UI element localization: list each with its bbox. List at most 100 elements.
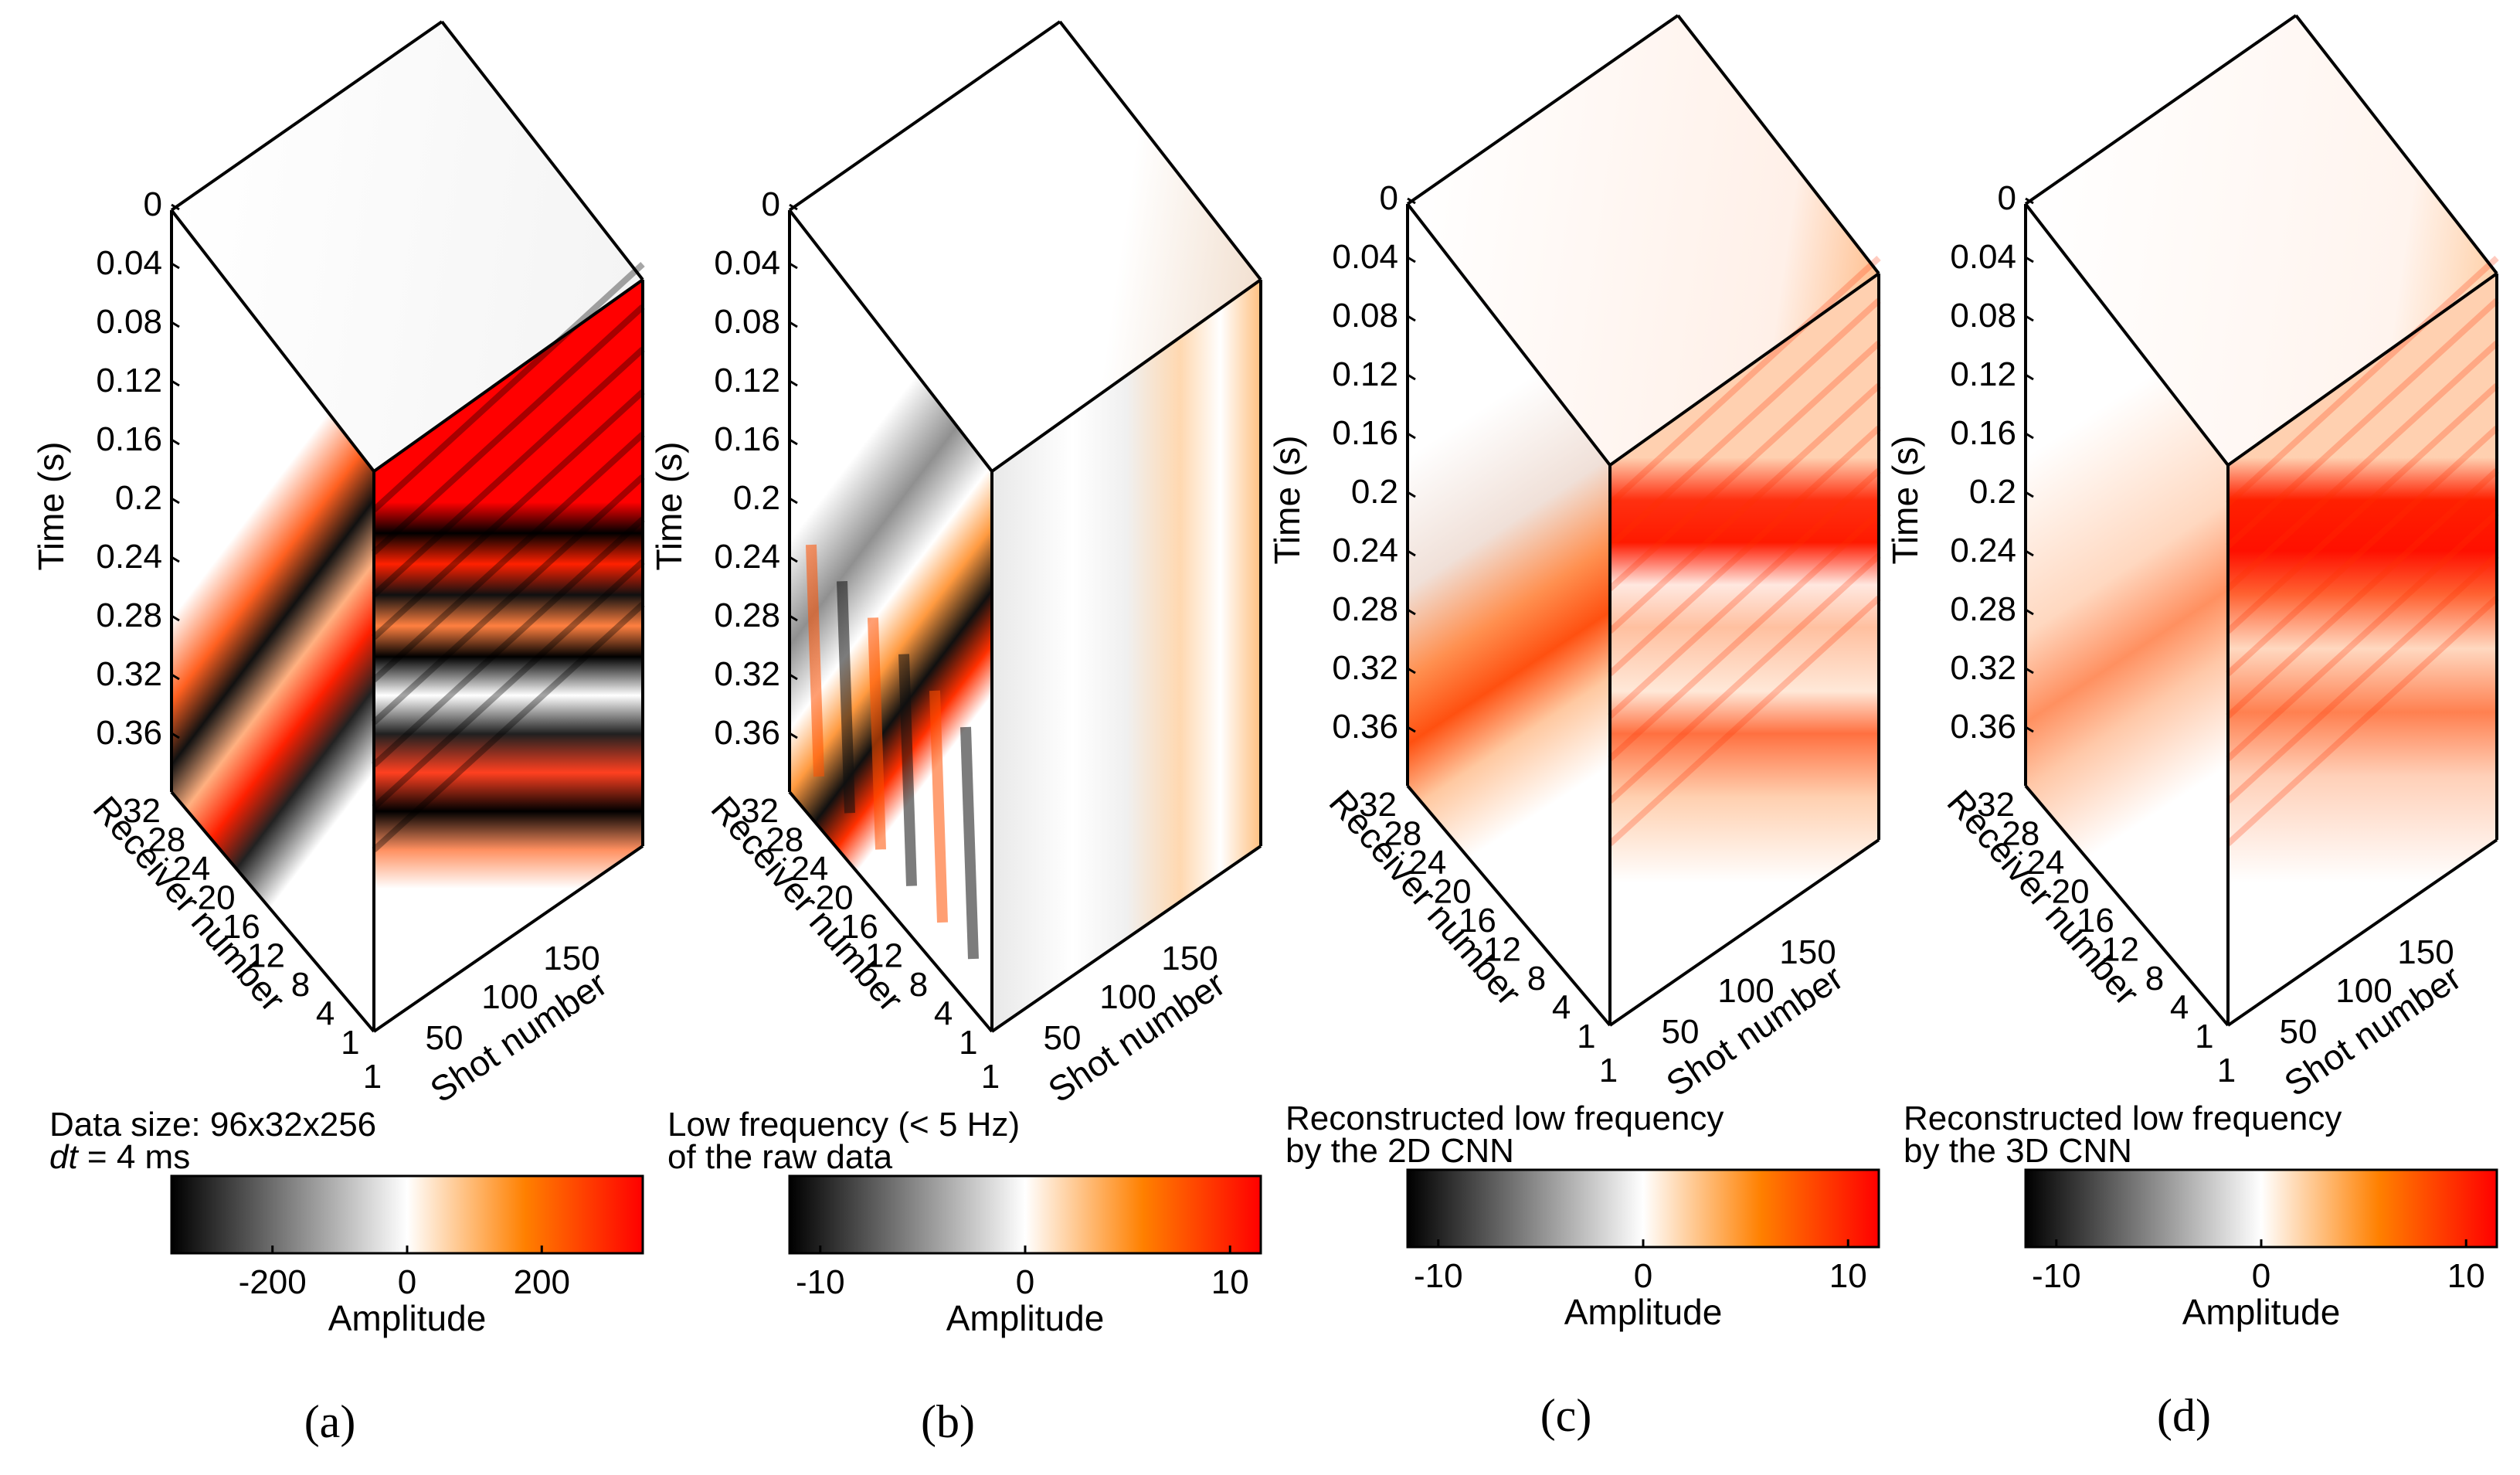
receiver-tick-label: 1 <box>959 1024 977 1062</box>
event-stripe <box>1608 383 1881 634</box>
receiver-tick-label: 28 <box>148 821 185 859</box>
time-tick-mark <box>171 438 180 446</box>
time-tick-mark <box>2025 491 2034 498</box>
shot-tick-label: 100 <box>2335 972 2392 1010</box>
time-tick-mark <box>171 673 180 681</box>
cube-left-face <box>172 210 374 1031</box>
cube-edge <box>440 20 644 281</box>
time-tick-mark <box>171 497 180 505</box>
panel-c: 0 0.04 0.08 0.12 0.16 0.2 0.24 0.28 0.32 0.36 Time… <box>1267 14 1881 1441</box>
time-tick-mark <box>1407 667 1416 675</box>
time-tick-label: 0.28 <box>1332 590 1398 628</box>
event-stripe <box>1608 298 1881 549</box>
shot-tick-label: 1 <box>2217 1052 2236 1089</box>
time-axis-label: Time (s) <box>31 442 71 571</box>
time-tick-label: 0.04 <box>1950 238 2016 276</box>
receiver-tick-label: 20 <box>1434 873 1472 911</box>
cube-edge <box>990 278 1262 473</box>
cube-left-face <box>1408 204 1610 1025</box>
time-tick-label: 0.24 <box>1332 532 1398 569</box>
event-stripe <box>2226 596 2499 846</box>
receiver-tick-label: 28 <box>2002 815 2039 853</box>
panel-b: 0 0.04 0.08 0.12 0.16 0.2 0.24 0.28 0.32 0.36 Time… <box>649 20 1262 1447</box>
time-tick-label: 0.16 <box>714 420 780 458</box>
colorbar-label: Amplitude <box>328 1298 487 1338</box>
time-tick-label: 0.36 <box>96 714 162 752</box>
receiver-tick-label: 16 <box>2077 902 2114 940</box>
shot-tick-label: 150 <box>2397 933 2454 971</box>
time-tick-mark <box>2025 667 2034 675</box>
receiver-tick-label: 24 <box>2026 844 2064 882</box>
time-tick-mark <box>171 203 180 211</box>
time-tick-label: 0.08 <box>96 303 162 341</box>
colorbar-tick-label: 10 <box>1211 1263 1249 1301</box>
time-tick-label: 0.08 <box>714 303 780 341</box>
time-tick-mark <box>2025 432 2034 440</box>
time-tick-label: 0 <box>144 185 162 223</box>
time-tick-label: 0.28 <box>1950 590 2016 628</box>
time-tick-label: 0.28 <box>714 596 780 634</box>
time-tick-label: 0.32 <box>714 655 780 693</box>
time-tick-mark <box>2025 197 2034 205</box>
time-tick-label: 0.2 <box>733 479 780 517</box>
cube-edge <box>1608 838 1880 1027</box>
event-stripe <box>2226 341 2499 591</box>
panel-subtitle: Low frequency (< 5 Hz) <box>667 1106 1020 1144</box>
time-tick-label: 0.2 <box>115 479 162 517</box>
event-stripe <box>372 432 645 682</box>
subtitle-rest: = 4 ms <box>78 1138 191 1176</box>
receiver-tick-label: 1 <box>2195 1018 2213 1055</box>
time-tick-label: 0.24 <box>1950 532 2016 569</box>
panel-subtitle: Reconstructed low frequency <box>1904 1099 2342 1137</box>
colorbar <box>2024 1168 2498 1249</box>
receiver-tick-label: 24 <box>1408 844 1446 882</box>
cube-right-face <box>992 280 1261 1031</box>
time-tick-label: 0.32 <box>1332 649 1398 687</box>
event-stripe <box>806 544 824 777</box>
receiver-tick-label: 4 <box>316 995 335 1033</box>
time-tick-label: 0.16 <box>1332 414 1398 452</box>
time-tick-mark <box>2025 608 2034 616</box>
time-axis-label: Time (s) <box>1885 436 1925 565</box>
panel-subtitle-line2: by the 2D CNN <box>1285 1132 1514 1170</box>
cube-right-face <box>374 280 643 1031</box>
panel-subtitle-line2: by the 3D CNN <box>1904 1132 2132 1170</box>
cube-edge <box>170 209 375 473</box>
time-tick-mark <box>171 321 180 328</box>
colorbar-label: Amplitude <box>1564 1292 1723 1332</box>
receiver-tick-label: 16 <box>1459 902 1496 940</box>
cube-edge <box>1676 14 1880 275</box>
time-tick-label: 0.16 <box>96 420 162 458</box>
colorbar-tick-label: -200 <box>239 1263 307 1301</box>
time-tick-label: 0.24 <box>714 538 780 576</box>
cube-top-face <box>790 22 1261 471</box>
time-tick-mark <box>1407 256 1416 263</box>
cube-top-face <box>172 22 643 471</box>
shot-tick-label: 50 <box>1044 1019 1082 1057</box>
event-stripe <box>372 304 645 555</box>
time-tick-label: 0.36 <box>1332 708 1398 746</box>
time-tick-mark <box>171 614 180 622</box>
time-tick-label: 0.32 <box>1950 649 2016 687</box>
time-tick-label: 0.24 <box>96 538 162 576</box>
time-tick-mark <box>1407 373 1416 381</box>
time-tick-label: 0.08 <box>1332 297 1398 335</box>
colorbar-tick-label: 200 <box>514 1263 570 1301</box>
event-stripe <box>372 602 645 852</box>
event-stripe <box>1608 341 1881 591</box>
cube-edge <box>170 20 443 212</box>
panel-letter: (b) <box>921 1396 975 1447</box>
time-tick-mark <box>789 262 798 270</box>
cube-top-face <box>2026 15 2497 465</box>
colorbar-label: Amplitude <box>2182 1292 2341 1332</box>
panel-subtitle: Reconstructed low frequency <box>1285 1099 1724 1137</box>
receiver-tick-label: 4 <box>934 995 953 1033</box>
time-tick-mark <box>1407 314 1416 322</box>
time-tick-mark <box>789 321 798 328</box>
event-stripe <box>2226 298 2499 549</box>
receiver-tick-label: 24 <box>790 850 828 888</box>
cube-edge <box>2024 14 2298 206</box>
receiver-tick-label: 32 <box>1359 786 1397 824</box>
colorbar-tick-label: -10 <box>2032 1257 2081 1295</box>
